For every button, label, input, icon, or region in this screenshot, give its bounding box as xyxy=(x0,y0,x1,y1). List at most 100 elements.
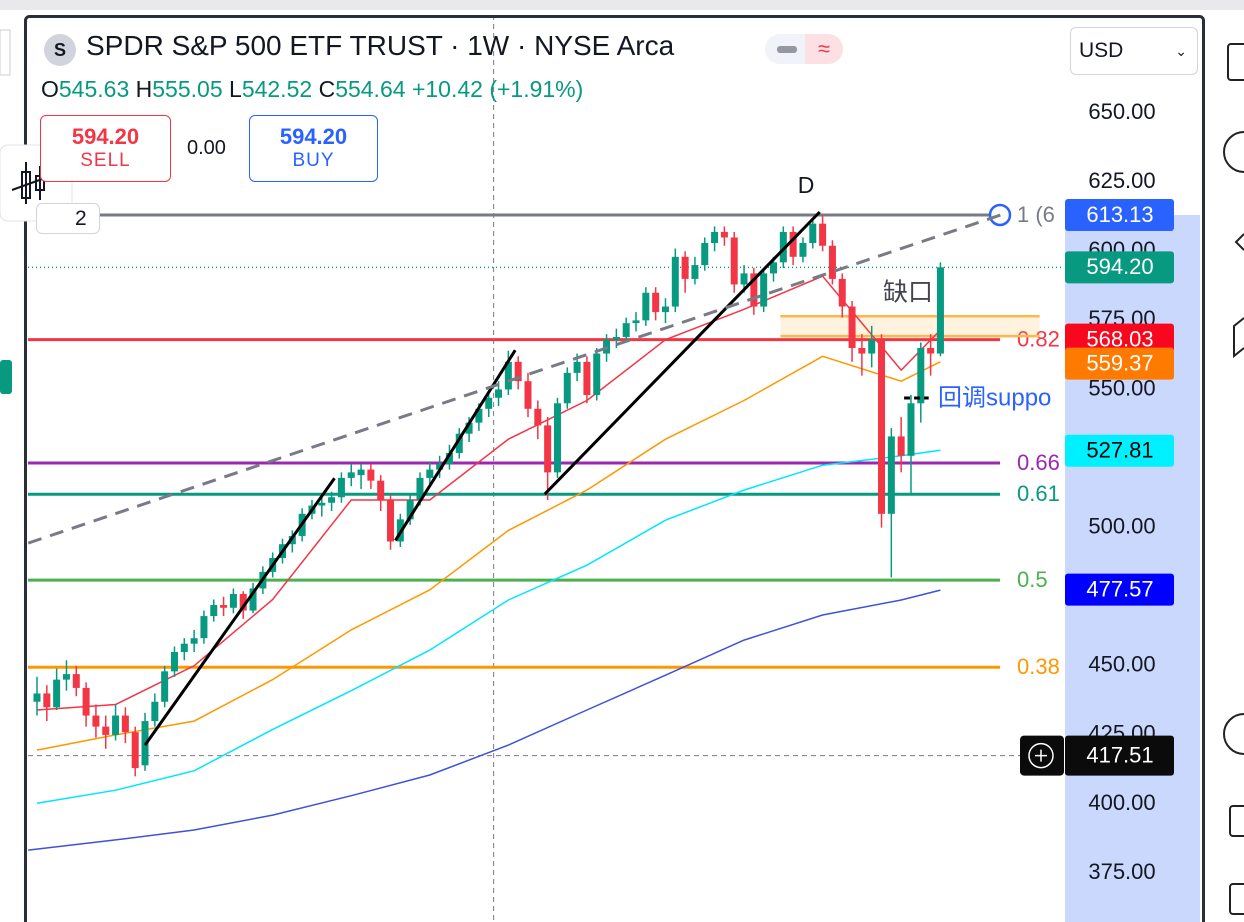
candle-body xyxy=(907,403,915,456)
axis-layer: 650.00625.00600.00575.00550.00500.00450.… xyxy=(1020,99,1200,922)
fib-label: 0.5 xyxy=(1017,567,1048,592)
status-pill[interactable]: ≈ xyxy=(765,34,843,64)
candle-body xyxy=(337,477,345,498)
left-tab[interactable] xyxy=(0,360,12,394)
candle-body xyxy=(897,436,905,456)
candle-body xyxy=(632,320,640,324)
trendline xyxy=(143,477,336,746)
candle-body xyxy=(534,408,542,426)
fib-label: 0.61 xyxy=(1017,481,1060,506)
price-badge-label: 527.81 xyxy=(1086,438,1153,463)
toolbar-icon[interactable] xyxy=(1229,805,1244,837)
candle-body xyxy=(858,348,866,354)
dropdown-arrow: ⌄ xyxy=(1175,43,1187,59)
candle-body xyxy=(475,408,483,423)
legend-value: 545.63 xyxy=(58,76,130,102)
toolbar-icon[interactable] xyxy=(1223,713,1244,755)
candle-body xyxy=(878,339,886,514)
candle-body xyxy=(848,306,856,349)
symbol-logo: S xyxy=(44,34,76,66)
y-tick-label: 400.00 xyxy=(1088,790,1155,815)
candle-body xyxy=(465,422,473,434)
pullback-label: 回调suppo xyxy=(938,384,1051,411)
trendline xyxy=(28,213,1001,545)
candle-body xyxy=(750,273,758,307)
candle-body xyxy=(524,381,532,409)
price-badge xyxy=(1065,251,1174,284)
candle-body xyxy=(92,715,100,727)
candle-body xyxy=(770,262,777,274)
candle-body xyxy=(416,477,424,501)
fib-label: 0.38 xyxy=(1017,654,1060,679)
candle-body xyxy=(210,605,218,617)
candle-body xyxy=(367,469,375,481)
toolbar-icon[interactable] xyxy=(1233,317,1244,359)
candle-body xyxy=(701,242,709,266)
chart-title: SPDR S&P 500 ETF TRUST · 1W · NYSE Arca xyxy=(86,30,675,61)
candle-body xyxy=(455,433,463,454)
price-badge-label: 594.20 xyxy=(1086,254,1153,279)
top-strip xyxy=(0,0,1244,10)
legend-change: +10.42 (+1.91%) xyxy=(411,76,584,102)
price-badge-label: 559.37 xyxy=(1086,350,1153,375)
crosshair-plus xyxy=(1035,749,1047,762)
candle-body xyxy=(495,389,503,398)
candle-body xyxy=(112,715,120,735)
candle-body xyxy=(779,231,787,263)
gap-zone xyxy=(780,316,1040,337)
toolbar-icon[interactable] xyxy=(1229,883,1244,915)
left-edge-button[interactable] xyxy=(0,29,11,76)
legend-value: 542.52 xyxy=(241,76,313,102)
candle-body xyxy=(347,472,355,478)
candle-body xyxy=(887,436,895,514)
candle-body xyxy=(239,593,247,611)
candle-body xyxy=(318,502,326,506)
candle-body xyxy=(151,701,159,722)
candle-body xyxy=(72,674,80,688)
price-badge-label: 477.57 xyxy=(1086,576,1153,601)
buy-label: BUY xyxy=(292,150,335,171)
y-tick-label: 375.00 xyxy=(1088,859,1155,884)
legend-key: L xyxy=(229,76,242,102)
candle-body xyxy=(406,500,414,520)
candle-body xyxy=(544,425,552,473)
moving-average xyxy=(36,355,941,751)
candle-body xyxy=(436,464,444,470)
sell-price: 594.20 xyxy=(71,124,140,149)
candle-body xyxy=(131,732,139,769)
moving-average xyxy=(28,589,941,851)
gap-label: 缺口 xyxy=(883,279,933,307)
sell-button[interactable]: 594.20 SELL xyxy=(40,115,171,182)
candle-body xyxy=(563,372,571,404)
candle-body xyxy=(514,361,522,382)
candle-body xyxy=(249,588,257,611)
candle-body xyxy=(180,643,188,653)
y-tick-label: 650.00 xyxy=(1088,99,1155,124)
toolbar-icon[interactable] xyxy=(1234,233,1244,251)
candle-body xyxy=(53,679,61,708)
price-badge xyxy=(1065,347,1174,380)
candle-body xyxy=(357,469,365,476)
candle-body xyxy=(328,497,336,503)
currency-select[interactable]: USD ⌄ xyxy=(1070,27,1198,75)
spread: 0.00 xyxy=(187,137,226,159)
currency-label: USD xyxy=(1079,39,1124,62)
candle-body xyxy=(828,245,836,279)
candle-body xyxy=(33,693,41,702)
drawings-count[interactable]: 2 xyxy=(36,203,100,234)
candle-body xyxy=(43,693,51,708)
candle-body xyxy=(711,231,719,243)
candle-body xyxy=(200,616,208,639)
candle-body xyxy=(612,336,620,340)
price-badge-label: 568.03 xyxy=(1086,326,1153,351)
toolbar-icon[interactable] xyxy=(1223,131,1244,173)
fib-label: 0.66 xyxy=(1017,450,1060,475)
buy-button[interactable]: 594.20 BUY xyxy=(249,115,378,182)
status-dot xyxy=(777,46,797,53)
candle-body xyxy=(691,265,699,279)
legend-key: O xyxy=(41,76,59,102)
status-wave: ≈ xyxy=(805,34,843,64)
toolbar-icon[interactable] xyxy=(1227,43,1244,81)
